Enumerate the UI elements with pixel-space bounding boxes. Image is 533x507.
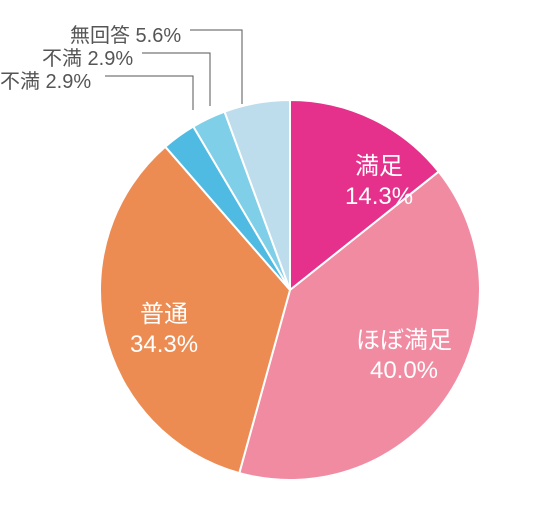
- pie-chart-container: 満足14.3%ほぼ満足40.0%普通34.3%不満 2.9%不満 2.9%無回答…: [0, 0, 533, 507]
- slice-label-name: 満足: [345, 152, 413, 182]
- leader-line-dissatisfied2: [142, 53, 210, 106]
- slice-label-value: 40.0%: [356, 356, 452, 386]
- slice-label-mostly_satisfied: ほぼ満足40.0%: [356, 326, 452, 386]
- leader-line-no_answer: [190, 30, 242, 104]
- slice-label-satisfied: 満足14.3%: [345, 152, 413, 212]
- slice-label-name: ほぼ満足: [356, 326, 452, 356]
- slice-label-name: 普通: [130, 300, 198, 330]
- leader-line-dissatisfied1: [105, 76, 193, 110]
- slice-label-value: 14.3%: [345, 182, 413, 212]
- slice-label-normal: 普通34.3%: [130, 300, 198, 360]
- outer-label-no_answer: 無回答 5.6%: [70, 19, 181, 48]
- slice-label-value: 34.3%: [130, 330, 198, 360]
